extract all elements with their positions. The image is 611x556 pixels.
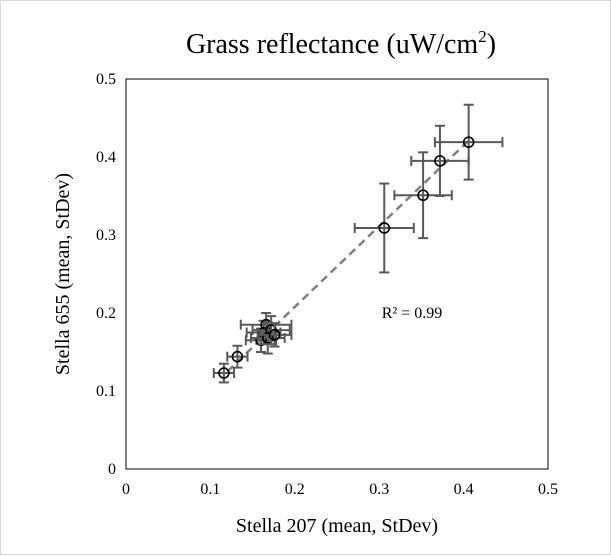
y-tick-label: 0.1 [96, 383, 116, 400]
data-point [231, 350, 244, 363]
x-tick-label: 0.1 [200, 481, 220, 498]
y-tick-label: 0 [108, 461, 116, 478]
data-point [434, 155, 446, 167]
y-tick-label: 0.5 [96, 71, 116, 88]
data-point-group [226, 344, 249, 369]
data-point [218, 367, 230, 379]
data-point [417, 189, 429, 202]
x-axis-label: Stella 207 (mean, StDev) [236, 515, 438, 537]
y-tick-label: 0.2 [96, 305, 116, 322]
y-axis-label: Stella 655 (mean, StDev) [52, 173, 74, 375]
data-point [462, 136, 475, 148]
data-point [378, 222, 391, 234]
data-point [268, 329, 281, 341]
x-tick-label: 0.2 [285, 481, 305, 498]
chart-title: Grass reflectance (uW/cm2) [186, 27, 496, 60]
data-point-group [410, 124, 470, 197]
y-tick-label: 0.4 [96, 149, 116, 166]
x-tick-label: 0.3 [369, 481, 389, 498]
y-tick-label: 0.3 [96, 227, 116, 244]
data-point-group [433, 103, 504, 181]
data-point-group [212, 362, 236, 384]
data-point-group [256, 322, 293, 348]
data-point-group [393, 151, 453, 240]
data-point-group [353, 182, 415, 274]
plot-area [125, 78, 549, 470]
r-squared-annotation: R² = 0.99 [382, 305, 443, 322]
x-tick-label: 0.4 [454, 481, 474, 498]
x-tick-label: 0 [122, 481, 130, 498]
x-tick-label: 0.5 [538, 481, 558, 498]
